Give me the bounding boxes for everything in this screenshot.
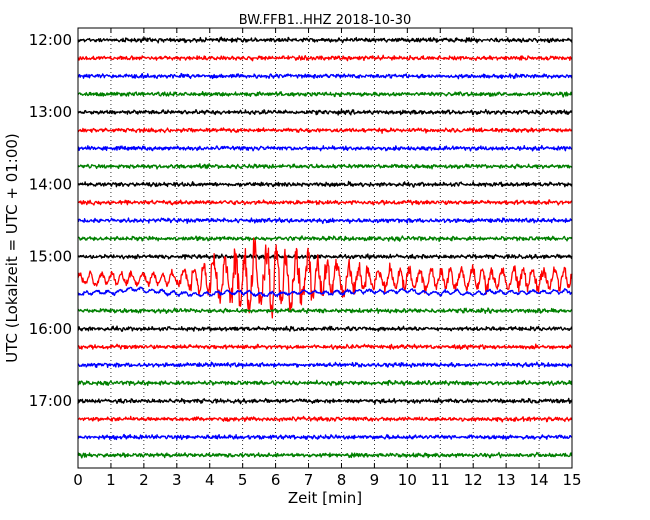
x-tick-label: 1 <box>106 471 116 489</box>
trace-1245 <box>77 90 573 98</box>
trace-1730 <box>77 433 573 441</box>
trace-1500 <box>77 253 573 260</box>
x-tick-label: 13 <box>497 471 516 489</box>
x-tick-label: 5 <box>238 471 248 489</box>
trace-1300 <box>77 108 573 116</box>
trace-1345 <box>77 163 573 170</box>
x-tick-label: 3 <box>172 471 182 489</box>
trace-1600 <box>77 325 573 332</box>
y-tick-label: 12:00 <box>29 31 72 49</box>
y-axis-label: UTC (Lokalzeit = UTC + 01:00) <box>3 133 21 363</box>
trace-1615 <box>77 343 573 351</box>
y-tick-label: 13:00 <box>29 103 72 121</box>
x-tick-label: 11 <box>431 471 450 489</box>
trace-1645 <box>77 379 573 387</box>
trace-1315 <box>77 127 573 134</box>
x-tick-label: 14 <box>530 471 549 489</box>
trace-group <box>77 36 573 459</box>
trace-1200 <box>77 36 573 44</box>
x-axis-label: Zeit [min] <box>288 489 362 507</box>
trace-1430 <box>77 217 573 225</box>
y-tick-label: 17:00 <box>29 392 72 410</box>
x-tick-label: 8 <box>337 471 347 489</box>
trace-1330 <box>77 144 573 152</box>
x-tick-label: 7 <box>304 471 314 489</box>
trace-1230 <box>77 72 573 80</box>
x-tick-label: 9 <box>370 471 380 489</box>
x-tick-label: 12 <box>464 471 483 489</box>
trace-1445 <box>77 235 573 243</box>
trace-1415 <box>77 199 573 206</box>
y-tick-label: 14:00 <box>29 175 72 193</box>
y-tick-label: 16:00 <box>29 320 72 338</box>
trace-1630 <box>77 361 573 369</box>
trace-1215 <box>77 54 573 62</box>
y-tick-label: 15:00 <box>29 248 72 266</box>
x-tick-label: 10 <box>398 471 417 489</box>
trace-1515 <box>77 237 573 319</box>
plot-frame <box>77 27 573 469</box>
trace-1530 <box>77 286 573 298</box>
x-tick-label: 4 <box>205 471 215 489</box>
x-tick-label: 6 <box>271 471 281 489</box>
x-tick-label: 0 <box>73 471 83 489</box>
trace-1400 <box>77 180 573 188</box>
trace-1700 <box>77 397 573 405</box>
x-tick-label: 15 <box>562 471 581 489</box>
trace-1715 <box>77 415 573 423</box>
trace-1745 <box>77 451 573 459</box>
trace-1545 <box>77 307 573 315</box>
x-tick-label: 2 <box>139 471 149 489</box>
axis-ticks: 0 1 2 3 4 5 6 7 8 9 10 11 12 13 14 1512:0013:0014:0015:… <box>29 28 582 489</box>
chart-title: BW.FFB1..HHZ 2018-10-30 <box>239 13 412 28</box>
